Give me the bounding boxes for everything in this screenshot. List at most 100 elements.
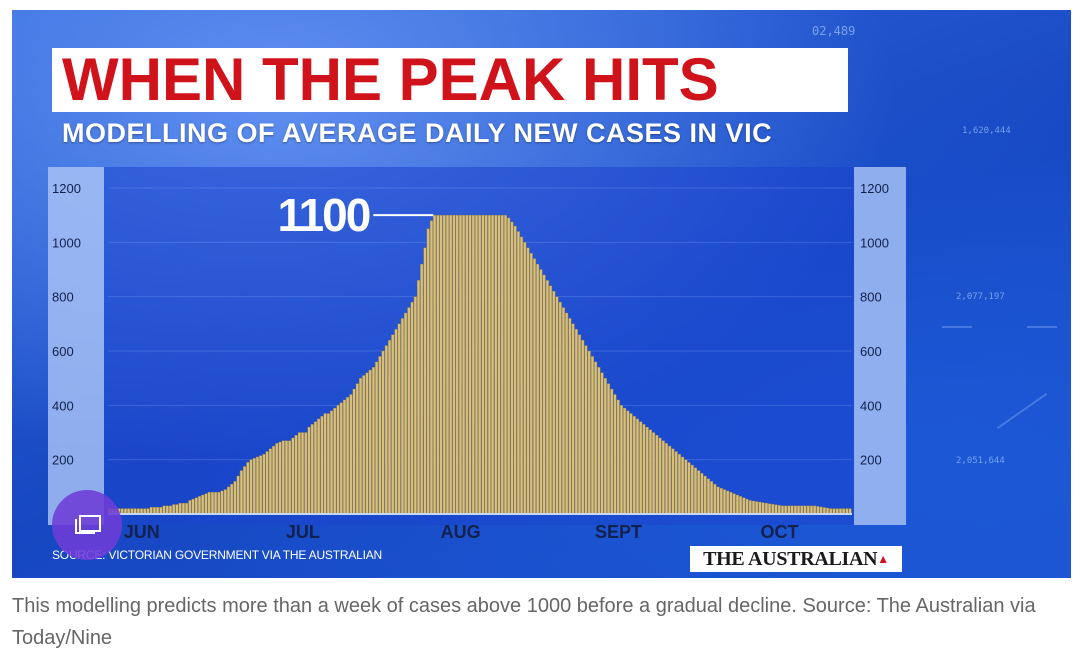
- bar: [265, 451, 269, 515]
- bar: [584, 345, 588, 515]
- bar: [613, 394, 617, 515]
- title-banner: [52, 48, 848, 112]
- y-tick-label-left: 400: [52, 398, 74, 413]
- bar: [816, 506, 820, 515]
- background-number: 2,077,197: [956, 292, 1005, 302]
- bar: [590, 356, 594, 515]
- bar: [310, 424, 314, 515]
- bar: [681, 456, 685, 515]
- bar: [771, 504, 775, 515]
- bar: [484, 214, 488, 515]
- bar: [471, 214, 475, 515]
- bar: [639, 421, 643, 515]
- bar: [342, 399, 346, 515]
- bar: [693, 467, 698, 515]
- bar: [706, 478, 710, 515]
- bar: [474, 214, 479, 515]
- background-number: 1,620,444: [962, 126, 1011, 136]
- bar: [497, 214, 501, 515]
- bar: [217, 492, 221, 515]
- bar: [610, 388, 614, 515]
- bar: [330, 410, 334, 515]
- bar: [349, 394, 353, 515]
- bar: [465, 214, 469, 515]
- bar: [520, 236, 524, 515]
- bar: [294, 435, 298, 515]
- bar: [645, 426, 649, 515]
- bar: [352, 388, 356, 515]
- bar: [671, 448, 675, 515]
- bar: [813, 505, 817, 515]
- bar: [574, 329, 578, 515]
- bar: [516, 231, 520, 515]
- chart-title: WHEN THE PEAK HITS: [62, 46, 719, 113]
- bar: [236, 475, 240, 515]
- bar: [226, 486, 231, 515]
- bar: [732, 493, 736, 515]
- decorative-line: [942, 326, 972, 328]
- bar: [262, 454, 266, 515]
- bar: [619, 405, 623, 515]
- bar: [384, 345, 388, 515]
- bar: [181, 502, 185, 515]
- bar: [761, 502, 765, 515]
- bar: [362, 375, 366, 515]
- bar: [275, 443, 279, 515]
- y-tick-label-left: 1200: [52, 181, 81, 196]
- bar: [632, 416, 636, 515]
- bar: [214, 492, 218, 515]
- bar: [674, 451, 678, 515]
- bar: [803, 505, 807, 515]
- bar: [719, 487, 723, 515]
- bar: [690, 464, 694, 515]
- bar: [162, 505, 166, 515]
- bar: [626, 410, 630, 515]
- bar: [288, 440, 292, 515]
- bar: [284, 440, 288, 515]
- bar: [774, 504, 778, 515]
- right-axis-panel: [854, 167, 906, 525]
- bar: [703, 475, 707, 515]
- bar: [607, 383, 611, 515]
- bar: [268, 448, 272, 515]
- bar: [168, 505, 173, 515]
- bar: [545, 280, 549, 515]
- bar: [713, 483, 717, 515]
- bar: [661, 440, 665, 515]
- bar: [652, 432, 656, 515]
- bar: [793, 505, 797, 515]
- bar: [291, 437, 295, 515]
- bar: [494, 214, 498, 515]
- x-tick-label: JUL: [286, 522, 320, 542]
- y-tick-label-right: 600: [860, 344, 882, 359]
- bar: [697, 470, 701, 515]
- bar: [185, 502, 189, 515]
- y-tick-label-right: 1200: [860, 181, 889, 196]
- x-tick-label: AUG: [441, 522, 481, 542]
- bar: [529, 252, 533, 515]
- bar: [507, 217, 511, 515]
- bar: [600, 372, 604, 515]
- bar: [156, 507, 160, 515]
- background-number: 02,489: [812, 24, 856, 38]
- bar: [513, 225, 517, 515]
- bar: [536, 263, 540, 515]
- bar: [716, 486, 720, 515]
- bar: [532, 258, 536, 515]
- bar: [220, 490, 224, 515]
- bar: [355, 383, 359, 515]
- bar: [233, 481, 237, 515]
- bar: [165, 505, 169, 515]
- y-tick-label-left: 800: [52, 290, 74, 305]
- bar: [797, 505, 801, 515]
- bar: [281, 440, 285, 515]
- bar: [194, 497, 198, 515]
- bar: [568, 318, 572, 515]
- bar: [381, 350, 385, 515]
- bar: [655, 435, 659, 515]
- gallery-button[interactable]: [52, 490, 122, 560]
- bar: [197, 496, 202, 515]
- bar: [806, 505, 810, 515]
- bar: [278, 441, 282, 515]
- bar: [207, 492, 211, 515]
